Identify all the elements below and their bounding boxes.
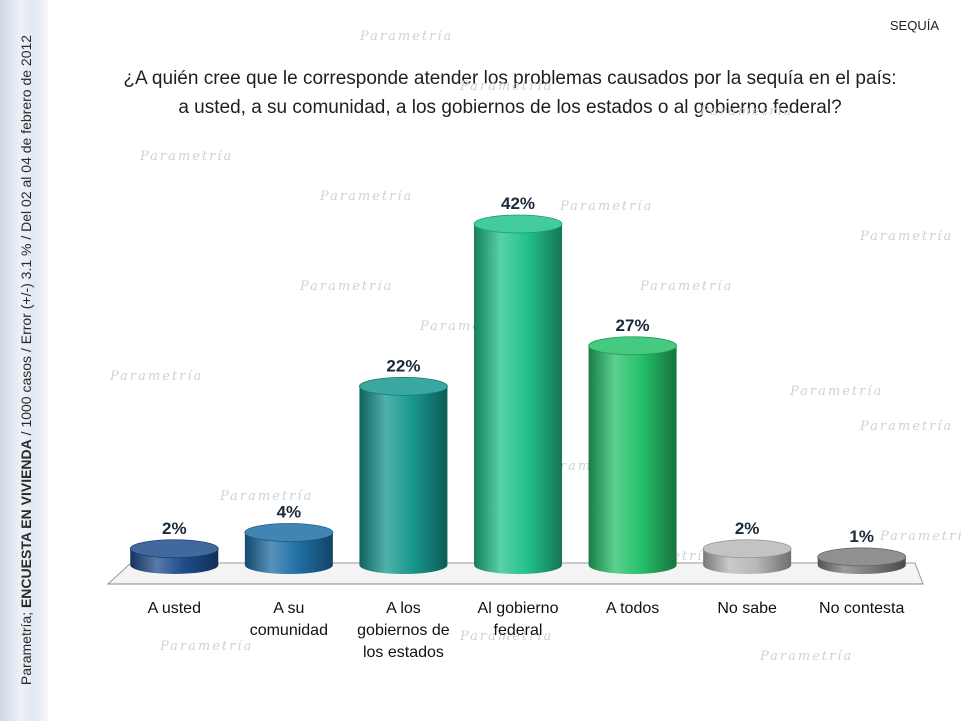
category-label-line: A todos: [606, 600, 659, 617]
category-label-line: los estados: [363, 644, 444, 661]
category-label-line: federal: [494, 622, 543, 639]
category-label: A usted: [148, 600, 201, 617]
data-label: 2%: [735, 519, 760, 538]
question-line-1: ¿A quién cree que le corresponde atender…: [123, 68, 897, 89]
bar-top: [702, 539, 792, 559]
bar: [359, 386, 448, 574]
bar: [244, 532, 333, 574]
data-label: 42%: [501, 194, 535, 213]
watermark-text: Parametría: [639, 279, 733, 294]
bar-top: [473, 214, 563, 234]
watermark-text: Parametría: [109, 369, 203, 384]
watermark-text: Parametría: [789, 384, 883, 399]
data-label: 2%: [162, 519, 187, 538]
bar-top: [817, 547, 907, 567]
data-label: 22%: [386, 356, 420, 375]
category-label: A los gobiernos de los estados: [357, 600, 450, 661]
watermark-text: Parametría: [459, 629, 553, 644]
section-tag: SEQUÍA: [889, 18, 939, 33]
watermark-text: Parametría: [359, 29, 453, 44]
watermark-text: Parametría: [859, 229, 953, 244]
data-label: 27%: [616, 316, 650, 335]
side-strip: [0, 0, 48, 721]
watermark-text: Parametría: [299, 279, 393, 294]
bar-top: [588, 336, 677, 356]
category-label-line: Al gobierno: [478, 600, 559, 617]
watermark-text: Parametría: [219, 489, 313, 504]
category-label-line: A los: [386, 600, 421, 617]
category-label-line: A usted: [148, 600, 201, 617]
category-label-line: gobiernos de: [357, 622, 450, 639]
watermark-text: Parametría: [559, 199, 653, 214]
category-label-line: No contesta: [819, 600, 904, 617]
category-label: Al gobierno federal: [478, 600, 559, 639]
category-label-line: comunidad: [250, 622, 328, 639]
watermark-text: Parametría: [139, 149, 233, 164]
bar-top: [244, 523, 334, 542]
bar-top: [129, 539, 219, 559]
bar-top: [359, 376, 448, 396]
bar: [474, 224, 562, 574]
category-label: No sabe: [717, 600, 777, 617]
data-label: 4%: [277, 503, 302, 522]
category-label-line: No sabe: [717, 600, 777, 617]
labels-group: 2% A usted 4% A su comunidad 22% A los gobierno…: [148, 194, 905, 661]
bar: [588, 345, 677, 574]
watermark-text: Parametría: [879, 529, 961, 544]
category-label-line: A su: [273, 600, 304, 617]
category-label: A todos: [606, 600, 659, 617]
bars-group: [129, 214, 907, 574]
data-label: 1%: [849, 527, 874, 546]
category-label: A su comunidad: [250, 600, 328, 639]
question-line-2: a usted, a su comunidad, a los gobiernos…: [178, 97, 842, 118]
watermark-text: Parametría: [759, 649, 853, 664]
category-label: No contesta: [819, 600, 904, 617]
watermark-text: Parametría: [859, 419, 953, 434]
watermark-text: Parametría: [319, 189, 413, 204]
watermark-text: Parametría: [699, 104, 793, 119]
watermark-text: Parametría: [459, 79, 553, 94]
watermark-text: Parametría: [159, 639, 253, 654]
